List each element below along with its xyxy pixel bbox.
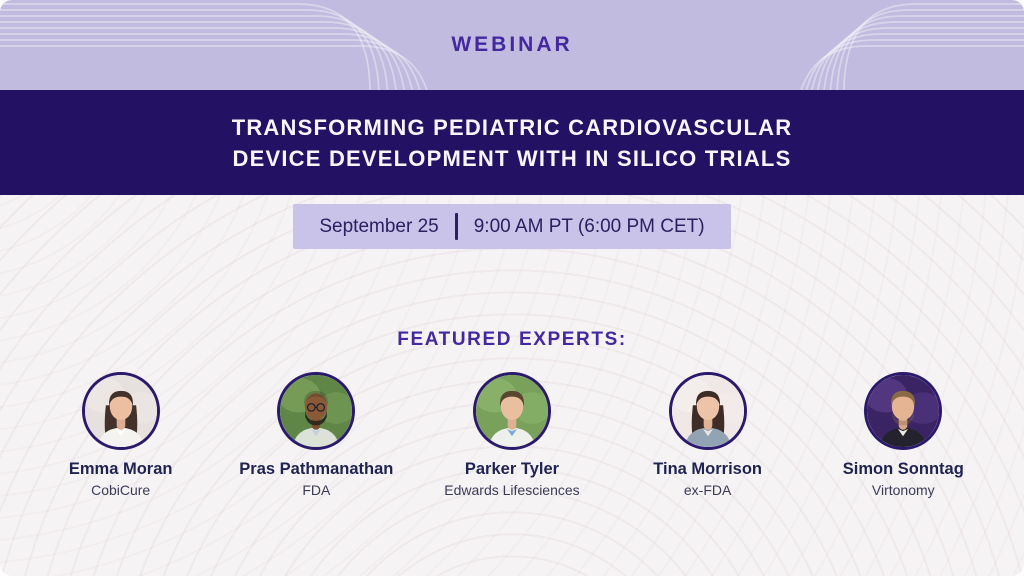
person-avatar-icon xyxy=(867,375,940,447)
person-avatar-icon xyxy=(280,375,353,447)
expert-name: Emma Moran xyxy=(68,460,173,478)
expert-name: Tina Morrison xyxy=(653,460,763,478)
expert-card: Parker Tyler Edwards Lifesciences xyxy=(419,372,605,499)
expert-card: Emma Moran CobiCure xyxy=(28,372,214,499)
page-title-line-1: TRANSFORMING PEDIATRIC CARDIOVASCULAR xyxy=(231,114,793,140)
main-section: September 25 | 9:00 AM PT (6:00 PM CET) … xyxy=(0,195,1024,576)
title-banner: TRANSFORMING PEDIATRIC CARDIOVASCULAR DE… xyxy=(0,90,1024,195)
expert-name: Parker Tyler xyxy=(464,460,560,478)
avatar xyxy=(864,372,943,450)
expert-card: Tina Morrison ex-FDA xyxy=(615,372,801,499)
expert-name: Pras Pathmanathan xyxy=(239,460,394,478)
person-avatar-icon xyxy=(84,375,157,447)
page-title-line-2: DEVICE DEVELOPMENT WITH IN SILICO TRIALS xyxy=(232,145,792,171)
avatar xyxy=(668,372,747,450)
experts-row: Emma Moran CobiCure Pras Pathmanathan FD… xyxy=(0,372,1024,499)
expert-org: Virtonomy xyxy=(871,482,935,498)
schedule-pill: September 25 | 9:00 AM PT (6:00 PM CET) xyxy=(293,204,731,249)
expert-org: CobiCure xyxy=(91,482,151,498)
avatar xyxy=(277,372,356,450)
experts-heading: FEATURED EXPERTS: xyxy=(397,329,627,350)
avatar xyxy=(81,372,160,450)
person-avatar-icon xyxy=(671,375,744,447)
person-avatar-icon xyxy=(475,375,548,447)
schedule-date: September 25 xyxy=(319,215,439,237)
expert-card: Pras Pathmanathan FDA xyxy=(223,372,409,499)
expert-name: Simon Sonntag xyxy=(842,460,964,478)
expert-org: ex-FDA xyxy=(683,482,732,498)
schedule-time: 9:00 AM PT (6:00 PM CET) xyxy=(473,215,705,237)
avatar xyxy=(472,372,551,450)
schedule-separator: | xyxy=(454,213,458,240)
header: WEBINAR xyxy=(0,0,1024,90)
expert-card: Simon Sonntag Virtonomy xyxy=(810,372,996,499)
expert-org: Edwards Lifesciences xyxy=(444,482,580,498)
expert-org: FDA xyxy=(302,482,331,498)
webinar-kicker: WEBINAR xyxy=(451,33,573,56)
